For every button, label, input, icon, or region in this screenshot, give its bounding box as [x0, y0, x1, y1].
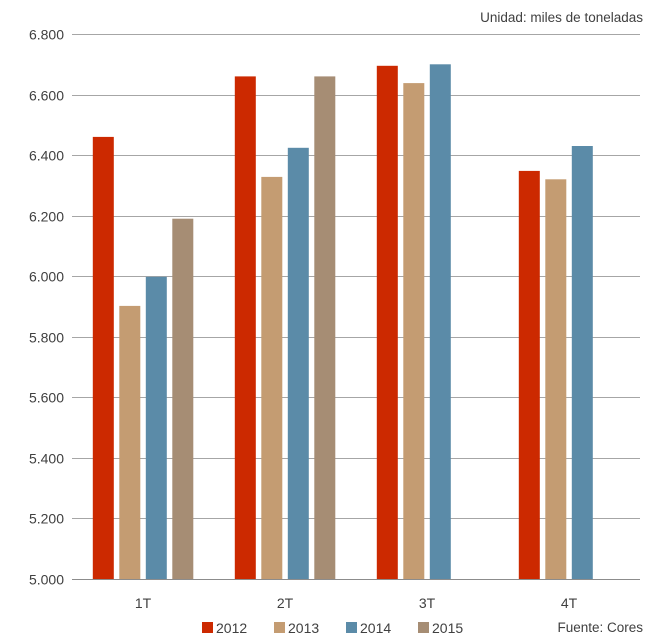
legend-swatch [274, 622, 285, 633]
x-tick-label: 4T [561, 595, 578, 611]
x-axis-tick-labels: 1T 2T 3T 4T [135, 595, 578, 611]
legend-item-2015: 2015 [418, 620, 463, 635]
y-tick-label: 6.200 [29, 209, 64, 225]
y-tick-label: 5.600 [29, 390, 64, 406]
legend-label: 2014 [360, 620, 391, 635]
bar-2T-2012 [234, 76, 256, 580]
bar-3T-2013 [403, 83, 425, 579]
legend-label: 2015 [432, 620, 463, 635]
legend-swatch [418, 622, 429, 633]
legend-item-2013: 2013 [274, 620, 319, 635]
y-tick-label: 6.600 [29, 88, 64, 104]
legend: 2012 2013 2014 2015 [202, 620, 463, 635]
bar-4T-2013 [545, 179, 567, 580]
y-tick-label: 5.400 [29, 451, 64, 467]
x-tick-label: 2T [277, 595, 294, 611]
bar-4T-2012 [518, 170, 540, 579]
legend-label: 2012 [216, 620, 247, 635]
bar-1T-2014 [145, 276, 167, 579]
legend-item-2014: 2014 [346, 620, 391, 635]
bar-2T-2015 [314, 76, 336, 580]
y-tick-label: 6.000 [29, 269, 64, 285]
y-tick-label: 5.200 [29, 511, 64, 527]
y-tick-label: 5.800 [29, 330, 64, 346]
x-tick-label: 3T [419, 595, 436, 611]
bar-2T-2013 [261, 176, 283, 579]
y-tick-label: 5.000 [29, 572, 64, 588]
y-tick-label: 6.400 [29, 148, 64, 164]
legend-label: 2013 [288, 620, 319, 635]
legend-item-2012: 2012 [202, 620, 247, 635]
source-note: Fuente: Cores [557, 620, 643, 635]
x-tick-label: 1T [135, 595, 152, 611]
legend-swatch [346, 622, 357, 633]
bar-3T-2014 [429, 64, 451, 580]
bar-1T-2015 [172, 218, 194, 579]
bar-3T-2012 [376, 65, 398, 580]
y-axis-tick-labels: 5.000 5.200 5.400 5.600 5.800 6.000 6.200 6.400… [29, 27, 64, 588]
unit-note: Unidad: miles de toneladas [480, 10, 643, 25]
y-tick-label: 6.800 [29, 27, 64, 43]
bar-2T-2014 [287, 147, 309, 580]
bar-4T-2014 [571, 146, 593, 579]
legend-swatch [202, 622, 213, 633]
bar-1T-2013 [119, 305, 141, 579]
bars [92, 64, 593, 580]
bar-1T-2012 [92, 136, 114, 579]
